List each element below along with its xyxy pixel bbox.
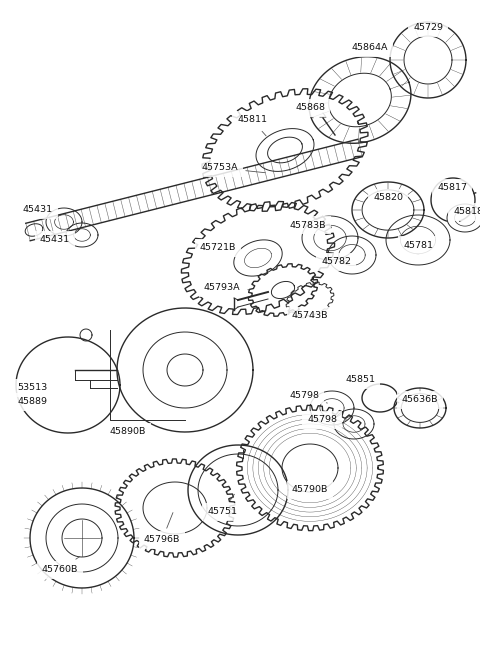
Text: 45798: 45798 <box>307 415 347 424</box>
Text: 45721B: 45721B <box>200 244 236 252</box>
Text: 45889: 45889 <box>17 398 47 407</box>
Text: 45820: 45820 <box>373 193 403 202</box>
Text: 45851: 45851 <box>345 375 375 384</box>
Text: 45636B: 45636B <box>402 396 438 405</box>
Text: 45753A: 45753A <box>202 164 265 173</box>
Text: 45793A: 45793A <box>204 284 249 293</box>
Text: 45431: 45431 <box>23 206 53 214</box>
Text: 45790B: 45790B <box>292 485 328 495</box>
Text: 53513: 53513 <box>17 383 47 392</box>
Text: 45796B: 45796B <box>144 513 180 544</box>
Text: 45751: 45751 <box>207 495 237 517</box>
Text: 45817: 45817 <box>437 183 467 193</box>
Text: 45818: 45818 <box>453 208 480 217</box>
Text: 45431: 45431 <box>40 236 70 244</box>
Text: 45868: 45868 <box>295 103 325 118</box>
Text: 45783B: 45783B <box>290 221 327 233</box>
Text: 45890B: 45890B <box>110 428 146 436</box>
Text: 45811: 45811 <box>237 115 267 136</box>
Text: 45798: 45798 <box>289 390 327 403</box>
Text: 45729: 45729 <box>413 24 443 33</box>
Text: 45781: 45781 <box>403 240 433 250</box>
Text: 45864A: 45864A <box>352 43 388 52</box>
Text: 45782: 45782 <box>321 257 351 267</box>
Text: 45743B: 45743B <box>292 312 328 320</box>
Text: 45760B: 45760B <box>42 557 80 574</box>
